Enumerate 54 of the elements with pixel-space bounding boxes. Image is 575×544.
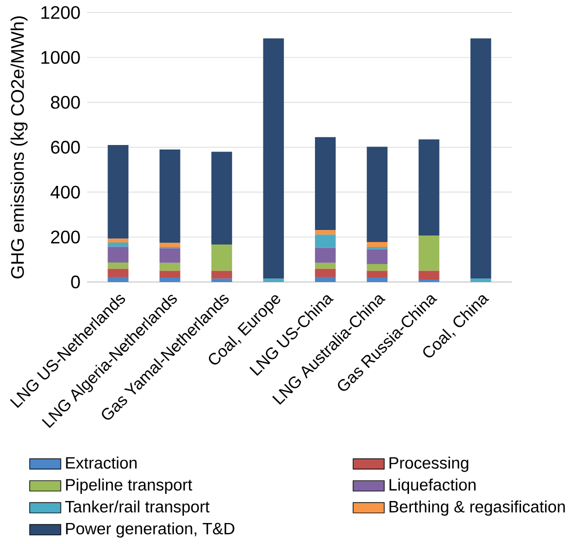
bar [108,246,128,262]
bar [314,230,336,234]
bar [470,278,492,282]
legend-label: Berthing & regasification [390,500,565,516]
bar [263,278,284,282]
y-tick-label: 400 [50,186,80,198]
bar [211,244,232,271]
legend-label: Extraction [66,456,137,469]
legend-label: Pipeline transport [66,478,192,494]
bar [160,277,180,282]
bar [418,279,440,282]
bar [263,38,284,278]
bar [366,277,388,282]
legend-label: Tanker/rail transport [65,500,210,516]
bar [108,276,128,282]
bar [314,262,336,269]
bar [211,270,232,278]
y-tick-label: 1000 [41,50,80,64]
bar [366,270,388,278]
bar [108,242,128,247]
y-tick-label: 600 [51,140,80,154]
bar [418,235,440,271]
bar [314,248,336,263]
legend-label: Processing [390,456,468,472]
bar [108,262,128,269]
bar [366,246,388,250]
bar [366,242,388,247]
y-tick-label: 1200 [41,6,80,19]
bar [366,249,388,264]
bar [160,262,180,271]
bar [314,276,336,282]
bar [160,242,180,247]
bar [211,278,232,282]
bar [314,268,336,277]
y-tick-label: 800 [50,96,80,109]
bar [418,139,440,236]
bar [108,144,128,239]
bar [470,38,492,278]
legend-label: Power generation, T&D [66,522,234,538]
y-axis-title: GHG emissions (kg CO2e/MWh) [10,16,28,278]
bar [366,264,388,271]
bar [108,238,128,242]
bar [160,149,180,243]
y-tick-label: 0 [71,275,80,288]
bar [366,146,388,242]
bar [314,137,336,230]
bar [160,248,180,263]
bar [108,268,128,277]
bar [160,270,180,278]
legend-label: Liquefaction [390,478,476,494]
y-tick-label: 200 [51,230,80,244]
bar [211,152,232,244]
bar [418,270,440,280]
bar [314,234,336,248]
